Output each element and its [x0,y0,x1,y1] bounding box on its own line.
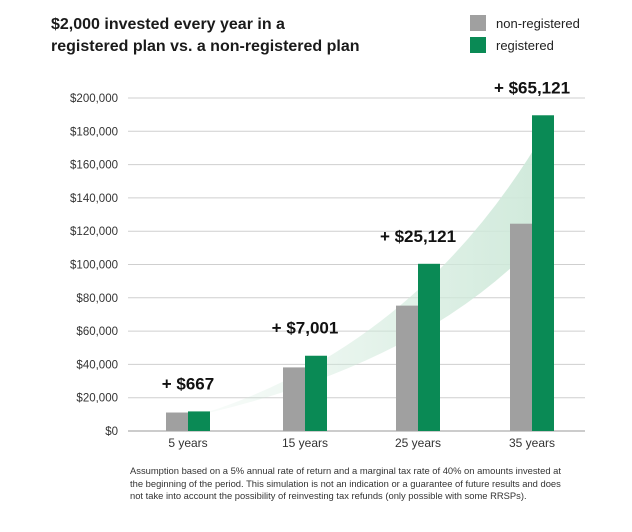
x-tick-label: 15 years [282,436,328,450]
bar-chart: $0 $20,000 $40,000 $60,000 $80,000 $100,000 $1… [70,78,585,450]
chart-title-line-1: $2,000 invested every year in a [51,16,285,33]
y-tick-label: $60,000 [76,326,118,338]
bar-non-registered [396,305,418,431]
y-tick-label: $20,000 [76,393,118,405]
y-tick-label: $120,000 [70,226,118,238]
y-tick-label: $180,000 [70,126,118,138]
y-tick-label: $100,000 [70,260,118,272]
chart-title-line-2: registered plan vs. a non-registered pla… [51,38,360,55]
bar-registered [532,115,554,431]
bar-registered [418,263,440,431]
x-tick-label: 35 years [509,436,555,450]
y-tick-label: $160,000 [70,160,118,172]
legend-label-registered: registered [496,37,554,53]
legend-swatch-non-registered [470,15,486,31]
legend-item-registered: registered [470,34,580,56]
difference-label: + $25,121 [380,227,456,246]
y-tick-label: $40,000 [76,359,118,371]
difference-label: + $7,001 [272,319,339,338]
difference-label: + $65,121 [494,78,570,97]
legend-swatch-registered [470,37,486,53]
y-tick-label: $0 [105,426,118,438]
footnote: Assumption based on a 5% annual rate of … [130,465,561,501]
y-tick-label: $140,000 [70,193,118,205]
bar-non-registered [166,412,188,431]
bar-registered [305,355,327,431]
y-tick-label: $200,000 [70,93,118,105]
legend-label-non-registered: non-registered [496,15,580,31]
chart-legend: non-registered registered [470,12,580,56]
legend-item-non-registered: non-registered [470,12,580,34]
difference-label: + $667 [162,374,214,393]
bar-non-registered [510,223,532,431]
x-tick-label: 5 years [168,436,207,450]
growth-band [210,115,554,413]
x-tick-label: 25 years [395,436,441,450]
bar-non-registered [283,367,305,431]
chart-title: $2,000 invested every year in a register… [51,14,411,58]
y-tick-label: $80,000 [76,293,118,305]
bar-registered [188,411,210,431]
